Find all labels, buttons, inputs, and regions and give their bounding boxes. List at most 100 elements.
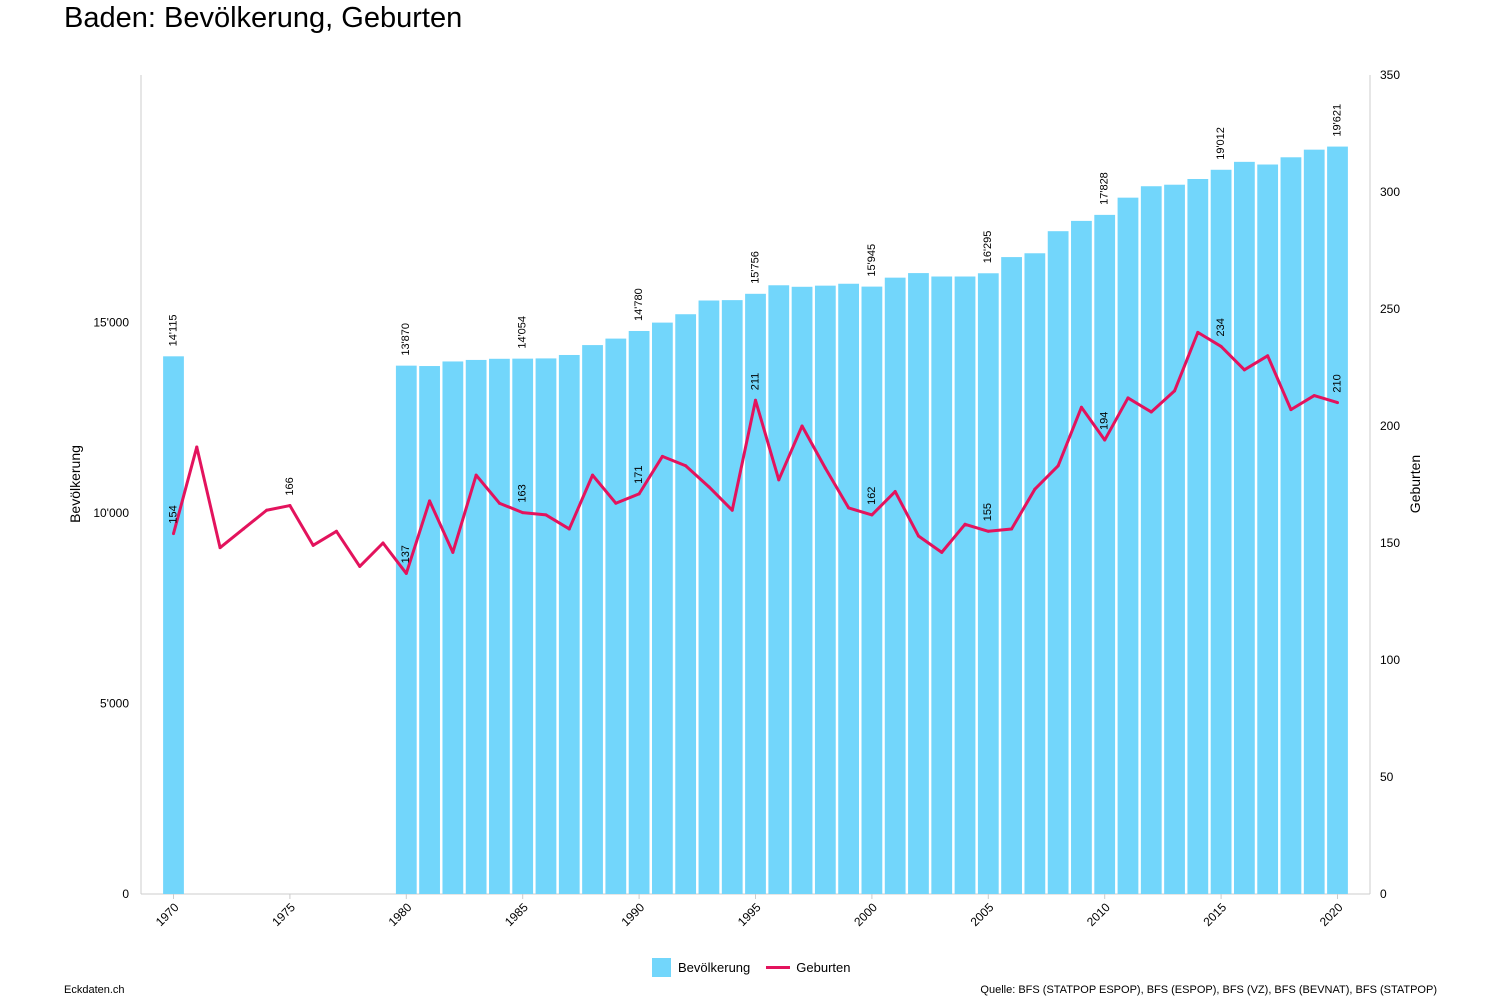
x-tick-label: 1995 bbox=[735, 900, 764, 929]
population-bar-2008 bbox=[1047, 231, 1069, 894]
right-tick-label: 200 bbox=[1380, 419, 1400, 433]
births-label-2020: 210 bbox=[1331, 374, 1343, 392]
births-point-1991 bbox=[660, 454, 664, 458]
population-bar-1985 bbox=[512, 358, 534, 895]
axes: 0 5'000 10'000 15'000 0 50 100 150 200 250 300 350 1… bbox=[67, 68, 1423, 929]
births-point-1987 bbox=[567, 527, 571, 531]
population-bar-1982 bbox=[442, 361, 464, 894]
population-bar-2007 bbox=[1024, 253, 1046, 895]
legend-births-label[interactable]: Geburten bbox=[796, 960, 851, 975]
population-bar-1989 bbox=[605, 338, 627, 894]
population-bar-1993 bbox=[698, 300, 720, 894]
births-point-1981 bbox=[428, 499, 432, 503]
x-tick-label: 1980 bbox=[386, 900, 415, 929]
births-point-1974 bbox=[265, 508, 269, 512]
births-point-2003 bbox=[940, 550, 944, 554]
population-bar-2005 bbox=[977, 273, 999, 895]
births-point-1989 bbox=[614, 501, 618, 505]
births-point-1995 bbox=[754, 398, 757, 402]
population-bar-2019 bbox=[1303, 149, 1325, 894]
births-point-2000 bbox=[870, 513, 874, 517]
y-left-axis-title: Bevölkerung bbox=[67, 445, 83, 523]
births-point-1990 bbox=[637, 492, 641, 496]
legend-population-label[interactable]: Bevölkerung bbox=[678, 960, 751, 975]
population-bar-2000 bbox=[861, 286, 883, 894]
population-bar-2009 bbox=[1071, 220, 1092, 894]
births-point-2005 bbox=[986, 529, 990, 533]
x-tick-label: 2010 bbox=[1084, 900, 1113, 929]
population-bar-2006 bbox=[1001, 257, 1022, 894]
population-bar-1992 bbox=[675, 314, 697, 894]
births-label-1975: 166 bbox=[284, 477, 296, 495]
population-bar-1984 bbox=[489, 358, 510, 894]
x-tick-label: 2015 bbox=[1200, 900, 1229, 929]
right-tick-label: 0 bbox=[1380, 887, 1387, 901]
births-point-1992 bbox=[684, 464, 688, 468]
births-point-1980 bbox=[404, 571, 408, 575]
births-point-1985 bbox=[521, 511, 525, 515]
births-point-2017 bbox=[1266, 354, 1270, 358]
births-point-1971 bbox=[195, 445, 199, 449]
births-point-2012 bbox=[1149, 410, 1153, 414]
births-point-2011 bbox=[1126, 396, 1130, 400]
population-bar-2012 bbox=[1140, 186, 1162, 894]
population-bar-2001 bbox=[884, 277, 906, 894]
births-point-1978 bbox=[358, 564, 362, 568]
x-tick-label: 1975 bbox=[269, 900, 298, 929]
left-tick-label: 5'000 bbox=[100, 697, 129, 711]
population-bar-1986 bbox=[535, 358, 557, 894]
births-point-1997 bbox=[800, 424, 804, 428]
population-label-2000: 15'945 bbox=[866, 244, 878, 277]
births-point-1998 bbox=[823, 466, 827, 470]
births-line bbox=[172, 330, 1339, 575]
footer-source: Quelle: BFS (STATPOP ESPOP), BFS (ESPOP)… bbox=[980, 984, 1437, 996]
legend-population-swatch[interactable] bbox=[652, 958, 671, 977]
population-bar-2016 bbox=[1233, 161, 1255, 894]
births-label-1970: 154 bbox=[167, 505, 179, 523]
births-point-1988 bbox=[591, 473, 595, 477]
right-tick-label: 250 bbox=[1380, 302, 1400, 316]
births-point-2001 bbox=[893, 490, 897, 494]
births-point-2014 bbox=[1196, 330, 1200, 334]
x-tick-label: 1985 bbox=[502, 900, 531, 929]
population-bar-1991 bbox=[651, 322, 673, 895]
population-bar-2014 bbox=[1187, 178, 1209, 894]
births-label-2015: 234 bbox=[1215, 318, 1227, 336]
y-right-axis-title: Geburten bbox=[1407, 455, 1423, 513]
births-point-1972 bbox=[218, 546, 222, 550]
births-point-1982 bbox=[451, 550, 455, 554]
births-point-2013 bbox=[1173, 389, 1177, 393]
population-bar-1996 bbox=[768, 285, 790, 894]
population-bar-1995 bbox=[745, 293, 766, 894]
births-label-1980: 137 bbox=[400, 545, 412, 563]
births-point-1973 bbox=[241, 527, 245, 531]
population-bar-1983 bbox=[465, 359, 487, 895]
footer-brand: Eckdaten.ch bbox=[64, 984, 125, 996]
legend: Bevölkerung Geburten bbox=[652, 958, 850, 977]
births-point-2008 bbox=[1056, 464, 1060, 468]
x-tick-label: 1990 bbox=[618, 900, 647, 929]
population-label-2015: 19'012 bbox=[1215, 127, 1227, 160]
births-label-2010: 194 bbox=[1099, 412, 1111, 430]
births-label-2000: 162 bbox=[866, 487, 878, 505]
population-label-1985: 14'054 bbox=[517, 316, 529, 349]
population-label-1980: 13'870 bbox=[400, 323, 412, 356]
births-label-1985: 163 bbox=[517, 484, 529, 502]
population-label-2020: 19'621 bbox=[1331, 104, 1343, 137]
x-tick-label: 2020 bbox=[1317, 900, 1346, 929]
x-tick-label: 2005 bbox=[968, 900, 997, 929]
births-point-1996 bbox=[777, 478, 781, 482]
right-tick-label: 150 bbox=[1380, 536, 1400, 550]
population-label-2005: 16'295 bbox=[982, 231, 994, 264]
left-tick-label: 15'000 bbox=[93, 316, 129, 330]
births-point-2016 bbox=[1242, 368, 1246, 372]
births-point-2007 bbox=[1033, 487, 1037, 491]
population-bar-1988 bbox=[582, 345, 603, 894]
population-label-1970: 14'115 bbox=[167, 314, 179, 346]
births-label-1995: 211 bbox=[749, 373, 761, 391]
births-point-2018 bbox=[1289, 408, 1293, 412]
births-point-1976 bbox=[311, 543, 315, 547]
legend-births-swatch[interactable] bbox=[766, 966, 791, 969]
population-label-1995: 15'756 bbox=[749, 251, 761, 284]
